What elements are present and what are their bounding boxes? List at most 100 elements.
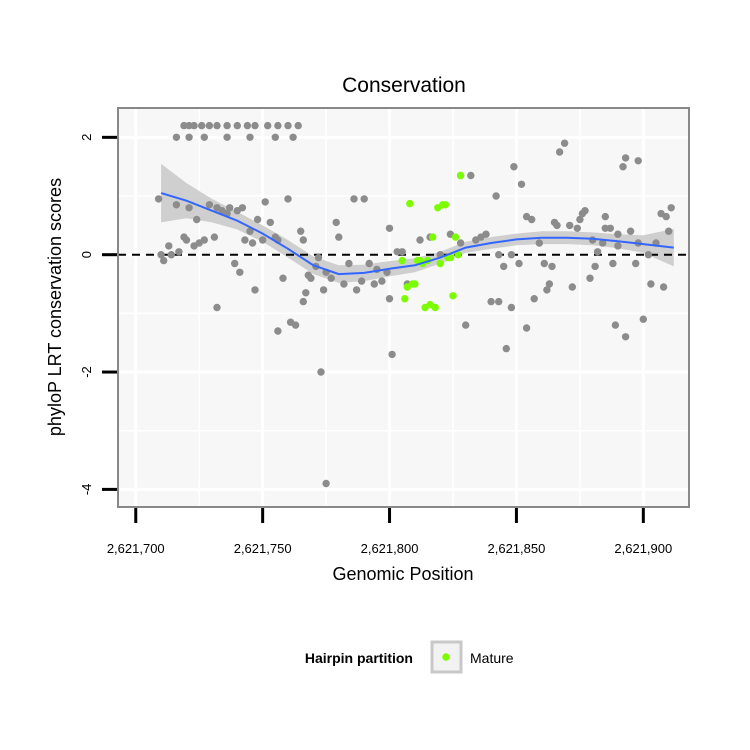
plot-panel [118,108,689,507]
data-point [251,286,259,294]
data-point [540,259,548,268]
data-point [378,277,386,285]
data-point [621,333,630,341]
mature-point [451,233,460,241]
data-point [198,121,206,130]
data-point [665,227,673,235]
data-point [576,215,584,224]
data-point [621,154,630,162]
data-point [335,233,343,241]
data-point [210,233,219,241]
data-point [251,121,259,130]
data-point [294,121,302,130]
x-tick-label: 2,621,900 [614,541,672,556]
data-point [530,295,538,303]
data-point [172,201,181,209]
data-point [307,274,315,282]
mature-point [429,233,437,241]
data-point [157,251,165,259]
data-point [495,251,503,259]
mature-point [436,259,444,268]
data-point [291,321,300,329]
data-point [327,274,335,282]
mature-point [454,251,462,259]
data-point [626,227,635,235]
y-tick-label: -4 [79,484,94,496]
data-point [289,133,297,141]
data-point [545,280,554,288]
data-point [200,133,208,141]
data-point [340,280,348,288]
data-point [515,259,523,268]
mature-point [411,280,419,288]
data-point [632,259,640,268]
data-point [167,251,175,259]
data-point [560,139,569,147]
smooth-line [160,192,674,276]
data-point [568,283,576,291]
data-point [370,280,378,288]
data-point [591,262,599,271]
data-point [223,121,231,130]
data-point [593,248,602,256]
data-point [614,242,622,250]
y-tick-label: 0 [79,251,94,258]
data-point [619,163,627,171]
data-point [609,259,617,268]
data-point [271,133,279,141]
data-point [274,121,282,130]
data-point [487,297,495,306]
y-tick-label: -2 [79,366,94,378]
x-tick-label: 2,621,800 [361,541,419,556]
data-point [456,239,465,247]
data-point [507,251,516,259]
data-point [180,121,188,130]
confidence-ribbon [161,163,674,283]
data-point [190,121,198,130]
data-point [223,133,231,141]
data-point [599,239,607,247]
data-point [659,283,668,291]
data-point [160,256,168,265]
data-point [241,236,249,244]
data-point [205,121,214,130]
data-point [314,253,323,262]
data-point [322,479,330,488]
mature-point [446,253,455,262]
data-point [231,259,239,268]
data-point [360,195,368,203]
data-point [154,195,163,203]
legend-key-dot [442,653,450,661]
data-point [253,215,262,224]
y-axis: -4 -2 0 2 [79,134,117,495]
x-tick-label: 2,621,850 [488,541,546,556]
data-point [566,221,574,230]
legend: Hairpin partition Mature [305,640,514,674]
data-point [238,204,247,212]
data-point [246,227,254,235]
data-point [246,133,254,141]
data-point [332,218,340,227]
data-point [611,321,620,329]
data-point [299,297,307,306]
data-point [467,171,475,180]
data-point [586,274,594,282]
background-points [154,121,675,488]
data-point [510,163,518,171]
data-point [261,198,269,206]
data-point [502,344,510,353]
data-point [507,303,516,312]
data-point [259,236,267,244]
data-point [535,239,543,247]
data-point [462,321,470,329]
x-tick-label: 2,621,700 [107,541,165,556]
data-point [581,207,589,215]
data-point [266,218,274,227]
data-point [200,236,208,244]
data-point [284,121,292,130]
data-point [279,274,287,282]
mature-point [398,256,406,265]
mature-point [449,292,457,300]
data-point [555,148,564,156]
data-point [385,224,394,232]
